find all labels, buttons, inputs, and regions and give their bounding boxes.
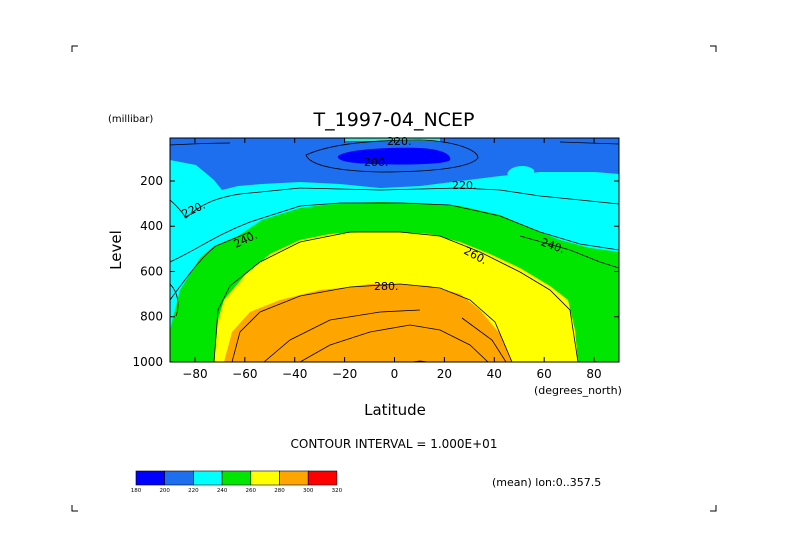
contour-plot — [170, 138, 619, 362]
x-tick-label: 40 — [487, 367, 502, 381]
colorbar-label: 320 — [332, 488, 343, 494]
x-tick-label: 80 — [586, 367, 601, 381]
colorbar-label: 180 — [131, 488, 142, 494]
colorbar-swatch — [193, 470, 223, 486]
colorbar-swatch — [307, 470, 338, 486]
fill-orange — [224, 284, 512, 362]
x-tick-label: 60 — [537, 367, 552, 381]
y-axis-label: Level — [107, 230, 125, 270]
colorbar-label: 200 — [159, 488, 170, 494]
y-tick-label: 800 — [140, 310, 163, 324]
fill-cyan-blob-right — [507, 166, 535, 179]
corner-marks — [71, 45, 717, 512]
averaging-text: (mean) lon:0..357.5 — [492, 476, 601, 489]
contour-lines — [170, 139, 619, 362]
colorbar-label: 300 — [303, 488, 314, 494]
x-tick-label: −40 — [282, 367, 307, 381]
y-tick-label: 1000 — [132, 355, 163, 369]
contour-label: 220. — [387, 135, 412, 148]
fill-dark-blue — [337, 147, 451, 165]
y-tick-label: 400 — [140, 219, 163, 233]
contour-label: 200. — [364, 156, 389, 169]
x-unit-label: (degrees_north) — [534, 384, 622, 397]
contour-label: 280. — [374, 280, 399, 293]
colorbar: 180 200 220 240 260 280 300 320 — [131, 470, 343, 494]
colorbar-swatch — [279, 470, 309, 486]
x-tick-label: 20 — [437, 367, 452, 381]
x-tick-label: −80 — [182, 367, 207, 381]
chart-title: T_1997-04_NCEP — [313, 109, 475, 131]
colorbar-swatch — [250, 470, 280, 486]
colorbar-label: 220 — [188, 488, 199, 494]
contour-label: 220. — [452, 179, 477, 192]
colorbar-label: 280 — [274, 488, 285, 494]
x-axis: −80 −60 −40 −20 0 20 40 60 80 — [182, 138, 602, 381]
y-tick-label: 600 — [140, 264, 163, 278]
y-tick-label: 200 — [140, 174, 163, 188]
x-axis-label: Latitude — [364, 401, 426, 419]
colorbar-swatch — [164, 470, 194, 486]
x-tick-label: −20 — [332, 367, 357, 381]
y-axis: 200 400 600 800 1000 — [132, 174, 619, 369]
colorbar-label: 260 — [246, 488, 257, 494]
x-tick-label: −60 — [232, 367, 257, 381]
colorbar-label: 240 — [217, 488, 228, 494]
y-unit-label: (millibar) — [108, 114, 153, 125]
colorbar-swatch — [135, 470, 166, 486]
colorbar-swatch — [221, 470, 252, 486]
contour-interval-text: CONTOUR INTERVAL = 1.000E+01 — [291, 437, 498, 451]
x-tick-label: 0 — [391, 367, 399, 381]
